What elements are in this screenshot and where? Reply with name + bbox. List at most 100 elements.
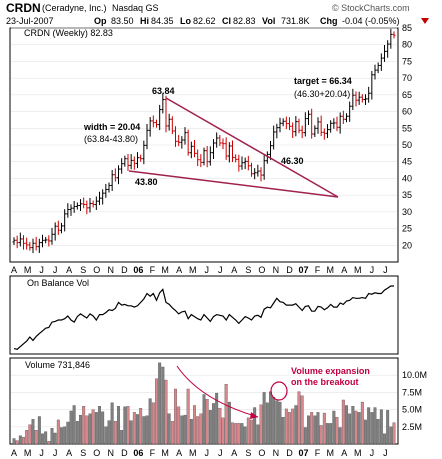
volume-legend: Volume 731,846 xyxy=(25,360,90,370)
ohlc-bar xyxy=(373,64,377,80)
low-label: Lo xyxy=(180,16,191,26)
volume-bar xyxy=(148,398,152,445)
volume-bar xyxy=(370,412,374,445)
ohlc-bar xyxy=(82,197,86,209)
volume-bar xyxy=(300,395,304,445)
obv-panel xyxy=(9,275,399,355)
ohlc-bar xyxy=(94,196,98,211)
month-label: O xyxy=(258,448,265,458)
ohlc-bar xyxy=(22,235,25,250)
price-tick-label: 55 xyxy=(402,123,412,133)
volume-bar xyxy=(246,417,250,445)
volume-bar xyxy=(288,412,291,445)
volume-bar xyxy=(373,407,377,445)
ohlc-bar xyxy=(164,95,168,133)
volume-bar xyxy=(253,407,257,445)
month-label: M xyxy=(161,265,169,275)
ohlc-bar xyxy=(332,118,336,129)
volume-bar xyxy=(383,433,386,445)
volume-bar xyxy=(79,414,82,445)
close-label: Cl xyxy=(222,16,231,26)
volume-bar xyxy=(357,412,361,445)
volume-bar xyxy=(335,417,339,445)
price-tick-label: 30 xyxy=(402,207,412,217)
ohlc-bar xyxy=(148,117,152,137)
volume-bar xyxy=(44,431,48,445)
ohlc-bar xyxy=(91,200,95,208)
ohlc-bar xyxy=(180,136,184,149)
volume-bar xyxy=(88,413,92,445)
ohlc-bar xyxy=(53,222,57,241)
volume-bar xyxy=(28,424,32,445)
ohlc-bar xyxy=(215,132,219,148)
ohlc-bar xyxy=(360,94,364,103)
month-label: M xyxy=(354,448,362,458)
volume-bar xyxy=(170,421,174,445)
ohlc-bar xyxy=(310,108,314,139)
month-label: J xyxy=(53,448,58,458)
ohlc-bar xyxy=(256,164,260,177)
ohlc-bar xyxy=(208,146,212,166)
month-label: O xyxy=(93,265,100,275)
month-label: M xyxy=(24,448,32,458)
ohlc-bar xyxy=(66,203,70,218)
volume-bar xyxy=(94,412,98,445)
month-label: J xyxy=(204,448,209,458)
month-label: S xyxy=(245,448,251,458)
ohlc-bar xyxy=(357,91,361,105)
ohlc-bar xyxy=(262,155,266,180)
ohlc-bar xyxy=(291,122,295,138)
ohlc-bar xyxy=(110,170,114,191)
month-label: S xyxy=(80,448,86,458)
volume-bar xyxy=(297,391,301,445)
price-tick-label: 25 xyxy=(402,224,412,234)
ohlc-bar xyxy=(142,140,146,165)
ohlc-bar xyxy=(250,162,253,177)
month-label: N xyxy=(273,448,280,458)
month-label: A xyxy=(341,448,347,458)
ohlc-bar xyxy=(367,86,371,103)
month-label: A xyxy=(11,448,17,458)
ohlc-bar xyxy=(98,191,101,206)
month-label: M xyxy=(161,448,169,458)
ohlc-bar xyxy=(183,127,187,145)
company-name: (Ceradyne, Inc.) xyxy=(42,3,107,13)
volume-bar xyxy=(345,405,348,445)
volume-bar xyxy=(60,427,63,445)
month-label: A xyxy=(11,265,17,275)
volume-bar xyxy=(386,410,390,445)
ohlc-bar xyxy=(212,139,215,160)
month-label: F xyxy=(315,448,321,458)
ohlc-bar xyxy=(174,126,177,147)
volume-bar xyxy=(218,408,222,445)
volume-bar xyxy=(326,423,329,445)
target-formula: (46.30+20.04) xyxy=(294,89,350,99)
month-label: M xyxy=(24,265,32,275)
month-label: A xyxy=(66,448,72,458)
month-label: J xyxy=(53,265,58,275)
volume-decline-arrow xyxy=(176,365,259,418)
volume-bar xyxy=(364,419,367,445)
month-label: M xyxy=(354,265,362,275)
volume-bar xyxy=(85,415,89,445)
close-value: 82.83 xyxy=(233,16,256,26)
volume-bar xyxy=(338,427,342,445)
volume-bar xyxy=(259,404,263,445)
volume-label: Vol xyxy=(262,16,275,26)
volume-bar xyxy=(186,388,190,445)
price-tick-label: 40 xyxy=(402,173,412,183)
month-label: F xyxy=(150,265,156,275)
month-label: 07 xyxy=(299,448,309,458)
volume-bar xyxy=(348,413,352,445)
volume-bar xyxy=(316,412,320,445)
month-label: D xyxy=(286,448,293,458)
price-legend: CRDN (Weekly) 82.83 xyxy=(24,28,113,38)
ohlc-bar xyxy=(34,236,38,251)
volume-bar xyxy=(18,435,22,445)
brand-label: © StockCharts.com xyxy=(332,3,410,13)
ohlc-bar xyxy=(155,119,158,128)
volume-tick-label: 2.5M xyxy=(402,422,422,432)
ohlc-bar xyxy=(376,62,380,74)
low-value: 82.62 xyxy=(193,16,216,26)
